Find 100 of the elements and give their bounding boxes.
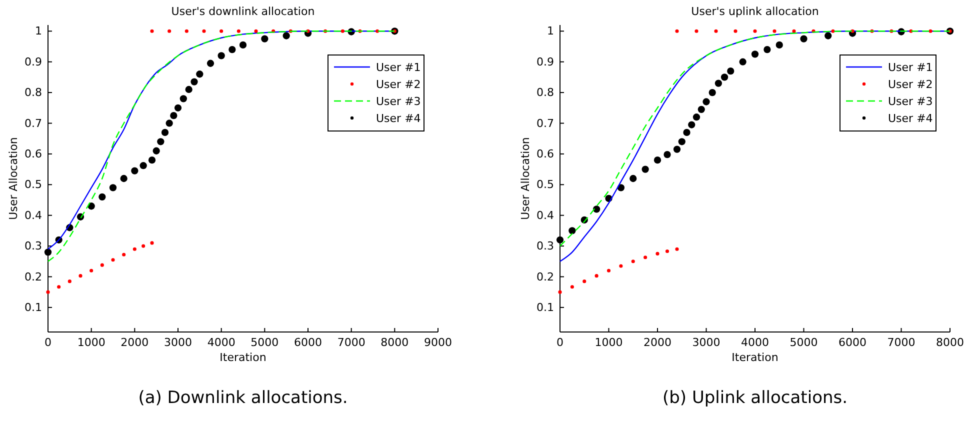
- y-tick-label: 0.9: [24, 55, 42, 68]
- point: [282, 32, 290, 40]
- point: [702, 98, 710, 106]
- text: (a) Downlink allocations.: [138, 388, 348, 408]
- x-axis-title: Iteration: [220, 351, 266, 364]
- y-tick-label: 0.4: [24, 208, 42, 222]
- point: [220, 29, 224, 33]
- point: [720, 74, 728, 81]
- y-tick-label: 0.7: [24, 116, 42, 130]
- y-tick-label: 0.5: [24, 178, 42, 192]
- point: [131, 167, 138, 174]
- point: [727, 67, 734, 75]
- point: [68, 280, 72, 284]
- point: [152, 147, 160, 154]
- y-tick-label: 0.4: [536, 208, 554, 222]
- point: [228, 46, 236, 54]
- point: [174, 104, 182, 112]
- point: [675, 29, 679, 33]
- x-tick-label: 4000: [207, 336, 236, 349]
- point: [556, 236, 564, 244]
- point: [120, 174, 128, 182]
- point: [100, 263, 104, 267]
- y-tick-label: 0.1: [24, 300, 42, 314]
- y-tick-label: 0.3: [536, 240, 554, 253]
- point: [739, 58, 746, 66]
- point: [206, 60, 214, 67]
- y-tick-label: 0.2: [536, 270, 554, 284]
- point: [928, 29, 932, 33]
- point: [734, 29, 738, 33]
- chart-title: User's downlink allocation: [171, 5, 315, 18]
- point: [190, 78, 198, 86]
- point: [792, 29, 796, 33]
- legend-label: User #1: [888, 61, 933, 74]
- point: [631, 260, 635, 264]
- legend-label: User #4: [888, 112, 933, 125]
- point: [708, 88, 716, 96]
- x-tick-label: 5000: [250, 336, 279, 349]
- x-tick-label: 1000: [594, 336, 623, 349]
- point: [678, 138, 686, 146]
- point: [122, 252, 126, 256]
- point: [594, 274, 598, 278]
- point: [90, 268, 94, 272]
- point: [714, 29, 718, 33]
- point: [764, 46, 771, 54]
- legend-label: User #2: [888, 78, 933, 91]
- point: [150, 241, 154, 245]
- x-tick-label: 8000: [936, 336, 964, 349]
- point: [694, 29, 698, 33]
- x-tick-label: 7000: [337, 336, 366, 349]
- point: [150, 29, 154, 33]
- y-tick-label: 1: [35, 24, 42, 38]
- point: [44, 248, 52, 256]
- point: [824, 32, 832, 40]
- text: (b) Uplink allocations.: [662, 388, 848, 408]
- y-axis-title: User Allocation: [7, 137, 20, 220]
- point: [168, 29, 172, 33]
- y-tick-label: 0.3: [24, 240, 42, 253]
- x-tick-label: 1000: [77, 336, 106, 349]
- y-axis-title: User Allocation: [519, 137, 532, 220]
- point: [111, 258, 115, 262]
- point: [218, 52, 225, 60]
- y-tick-label: 0.8: [536, 86, 554, 100]
- x-tick-label: 6000: [838, 336, 866, 349]
- point: [714, 80, 722, 87]
- point: [132, 247, 136, 251]
- legend-label: User #2: [376, 78, 421, 91]
- y-tick-label: 0.8: [24, 86, 42, 100]
- y-tick-label: 0.9: [536, 55, 554, 68]
- point: [140, 162, 147, 170]
- legend-label: User #1: [376, 61, 421, 74]
- point: [254, 29, 258, 33]
- point: [582, 280, 586, 284]
- point: [148, 156, 156, 164]
- x-tick-label: 9000: [424, 336, 452, 349]
- point: [157, 138, 164, 146]
- point: [772, 29, 776, 33]
- point: [698, 106, 705, 113]
- legend-label: User #3: [376, 95, 421, 108]
- x-axis-title: Iteration: [732, 351, 778, 364]
- x-tick-label: 0: [44, 336, 52, 349]
- point: [753, 29, 757, 33]
- point: [630, 174, 637, 182]
- point: [642, 166, 649, 173]
- point: [558, 290, 562, 294]
- point: [644, 256, 648, 260]
- point: [675, 247, 679, 251]
- point: [78, 274, 82, 278]
- point: [800, 35, 808, 42]
- point: [568, 227, 576, 234]
- x-tick-label: 7000: [887, 336, 916, 349]
- point: [683, 128, 690, 136]
- point: [170, 112, 178, 120]
- point: [673, 146, 681, 153]
- y-tick-label: 0.7: [536, 116, 554, 130]
- y-tick-label: 0.6: [24, 147, 42, 160]
- point: [751, 50, 759, 58]
- point: [239, 41, 247, 49]
- point: [202, 29, 206, 33]
- x-tick-label: 3000: [692, 336, 720, 349]
- x-tick-label: 8000: [380, 336, 409, 349]
